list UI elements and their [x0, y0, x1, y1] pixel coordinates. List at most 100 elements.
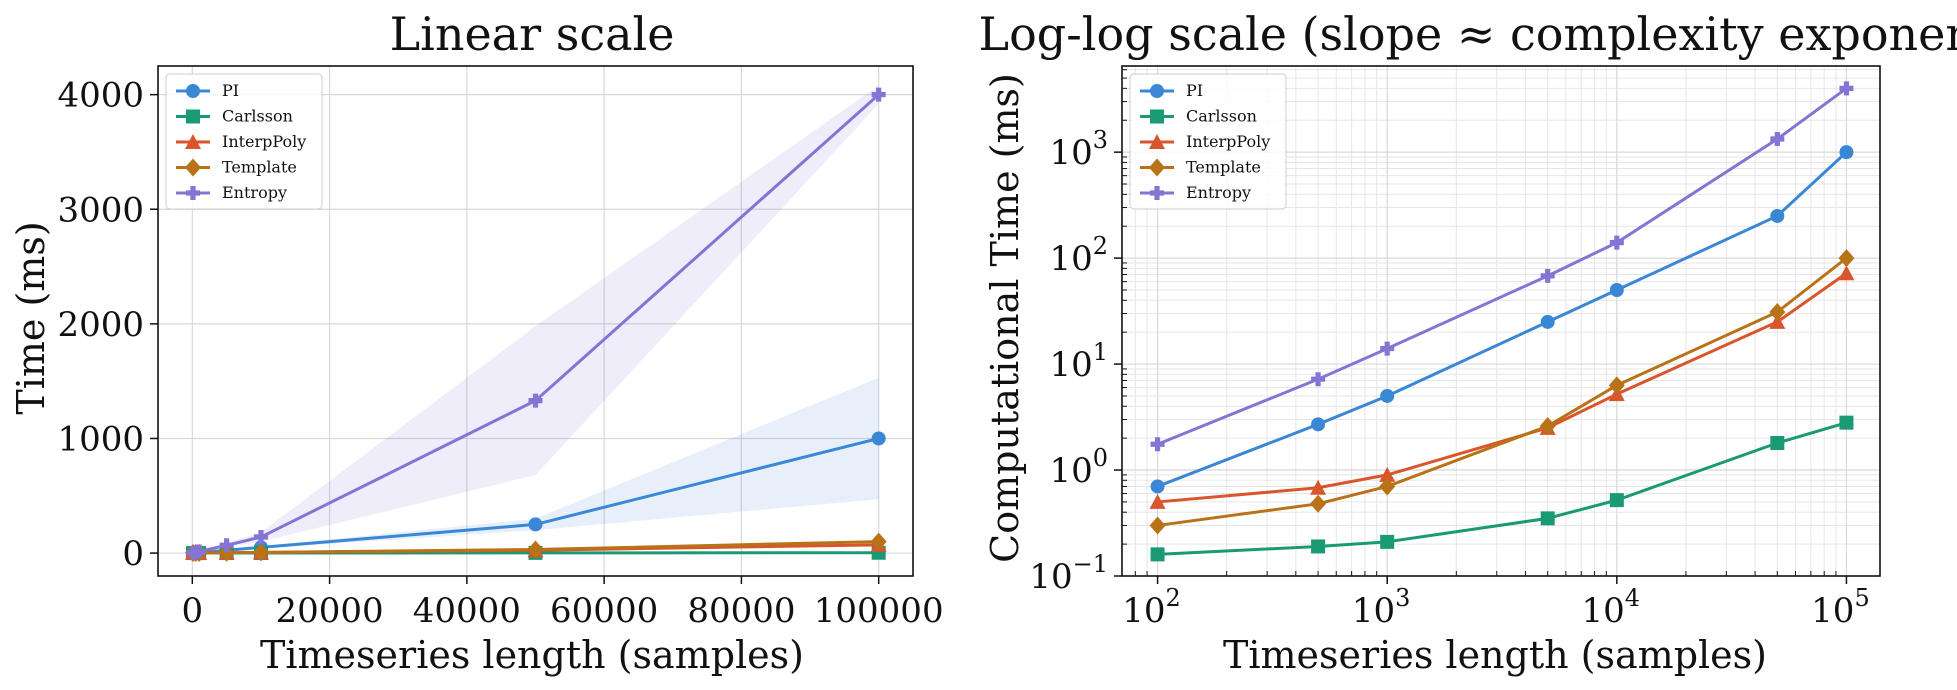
carlsson-data-point — [1770, 435, 1785, 450]
y-tick-label: 1000 — [57, 419, 144, 459]
template-data-point — [1769, 303, 1786, 322]
pi-data-point — [871, 431, 886, 446]
legend-label: Carlsson — [1186, 107, 1257, 126]
entropy-data-point — [1150, 437, 1165, 452]
entropy-confidence-band — [193, 85, 879, 553]
y-tick-base: 10 — [1049, 239, 1092, 279]
carlsson-data-point — [1540, 511, 1555, 526]
x-tick-label: 0 — [181, 591, 203, 631]
entropy-data-point — [253, 530, 268, 545]
template-series-line — [1157, 256, 1848, 527]
legend-label: Template — [1186, 158, 1261, 177]
x-tick-exponent: 5 — [1854, 584, 1869, 612]
linear-axes-frame — [157, 65, 914, 577]
template-data-point — [1379, 477, 1396, 496]
y-tick-label: 100 — [1049, 444, 1108, 491]
interppoly-data-point — [1310, 479, 1327, 495]
pi-data-point — [1150, 479, 1165, 494]
x-tick-label: 20000 — [276, 591, 384, 631]
entropy-data-point — [1311, 372, 1326, 387]
legend-label: InterpPoly — [1186, 132, 1270, 151]
legend-label: Carlsson — [222, 107, 293, 126]
x-tick-label: 104 — [1582, 584, 1641, 631]
x-tick-label: 102 — [1122, 584, 1181, 631]
x-tick-label: 40000 — [413, 591, 521, 631]
linear-chart-panel: Linear scale Timeseries length (samples)… — [9, 7, 944, 677]
y-tick-exponent: 2 — [1093, 232, 1108, 260]
legend-label: Entropy — [222, 183, 287, 202]
y-tick-exponent: −1 — [1073, 550, 1108, 578]
legend-marker — [186, 186, 200, 200]
entropy-data-point — [528, 393, 543, 408]
entropy-data-point — [871, 87, 886, 102]
pi-data-point — [1770, 208, 1785, 223]
legend-marker — [1149, 134, 1165, 149]
y-tick-label: 101 — [1049, 338, 1108, 385]
legend-marker — [1150, 186, 1164, 200]
y-tick-label: 4000 — [57, 76, 144, 116]
entropy-data-point — [1839, 81, 1854, 96]
y-tick-exponent: 1 — [1093, 338, 1108, 366]
entropy-data-point — [1770, 132, 1785, 147]
linear-plot-area: 0 20000 40000 60000 80000 100000 0 1000 2000 3000… — [57, 65, 944, 631]
y-tick-label: 2000 — [57, 305, 144, 345]
x-tick-label: 80000 — [687, 591, 795, 631]
entropy-data-point — [192, 544, 207, 559]
template-data-point — [870, 532, 887, 551]
legend-marker — [1150, 109, 1164, 124]
interppoly-data-point — [1149, 493, 1166, 509]
carlsson-data-point — [1311, 539, 1326, 554]
pi-data-point — [1540, 314, 1555, 329]
pi-data-point — [1380, 388, 1395, 403]
entropy-data-point — [1609, 235, 1624, 250]
loglog-chart-title: Log-log scale (slope ≈ complexity expone… — [979, 7, 1957, 61]
loglog-x-axis-label: Timeseries length (samples) — [1223, 633, 1767, 677]
loglog-legend: PI Carlsson InterpPoly Template Entropy — [1129, 73, 1287, 210]
y-tick-label: 102 — [1049, 232, 1108, 279]
y-tick-base: 10 — [1029, 557, 1072, 597]
linear-chart-title: Linear scale — [390, 7, 675, 61]
y-tick-label: 10−1 — [1029, 550, 1108, 597]
template-data-point — [527, 540, 544, 559]
loglog-plot-area: 102 103 104 10510−1100101102103PICarlssonIn… — [1029, 65, 1881, 631]
legend-marker — [185, 134, 201, 149]
entropy-data-point — [1540, 268, 1555, 283]
x-tick-exponent: 2 — [1166, 584, 1181, 612]
template-data-point — [218, 543, 235, 562]
entropy-data-point — [219, 538, 234, 553]
legend-label: Template — [222, 158, 297, 177]
y-tick-base: 10 — [1049, 133, 1092, 173]
pi-data-point — [1839, 145, 1854, 160]
carlsson-data-point — [1609, 493, 1624, 508]
x-tick-label: 100000 — [814, 591, 944, 631]
x-tick-label: 103 — [1352, 584, 1411, 631]
template-data-point — [252, 543, 269, 562]
x-tick-label: 105 — [1811, 584, 1870, 631]
interppoly-data-point — [1769, 313, 1786, 329]
y-tick-base: 10 — [1049, 345, 1092, 385]
interppoly-data-point — [1379, 466, 1396, 482]
pi-confidence-band — [193, 377, 879, 554]
legend-marker — [186, 84, 200, 98]
interppoly-data-point — [1838, 265, 1855, 281]
template-data-point — [1838, 249, 1855, 268]
carlsson-data-point — [1150, 547, 1165, 562]
y-tick-base: 10 — [1049, 451, 1092, 491]
template-data-point — [1149, 516, 1166, 535]
legend-label: PI — [1186, 81, 1203, 100]
legend-box — [165, 73, 323, 210]
y-tick-label: 103 — [1049, 126, 1108, 173]
linear-x-axis-label: Timeseries length (samples) — [260, 633, 804, 677]
y-tick-exponent: 3 — [1093, 126, 1108, 154]
carlsson-data-point — [1380, 534, 1395, 549]
y-tick-exponent: 0 — [1093, 444, 1108, 472]
template-data-point — [1608, 376, 1625, 395]
loglog-axes-frame — [1121, 65, 1881, 577]
legend-marker — [1149, 158, 1165, 177]
x-tick-exponent: 4 — [1625, 584, 1640, 612]
linear-y-axis-label: Time (ms) — [9, 221, 53, 414]
legend-marker — [1150, 84, 1164, 98]
legend-marker — [185, 158, 201, 177]
legend-label: InterpPoly — [222, 132, 306, 151]
